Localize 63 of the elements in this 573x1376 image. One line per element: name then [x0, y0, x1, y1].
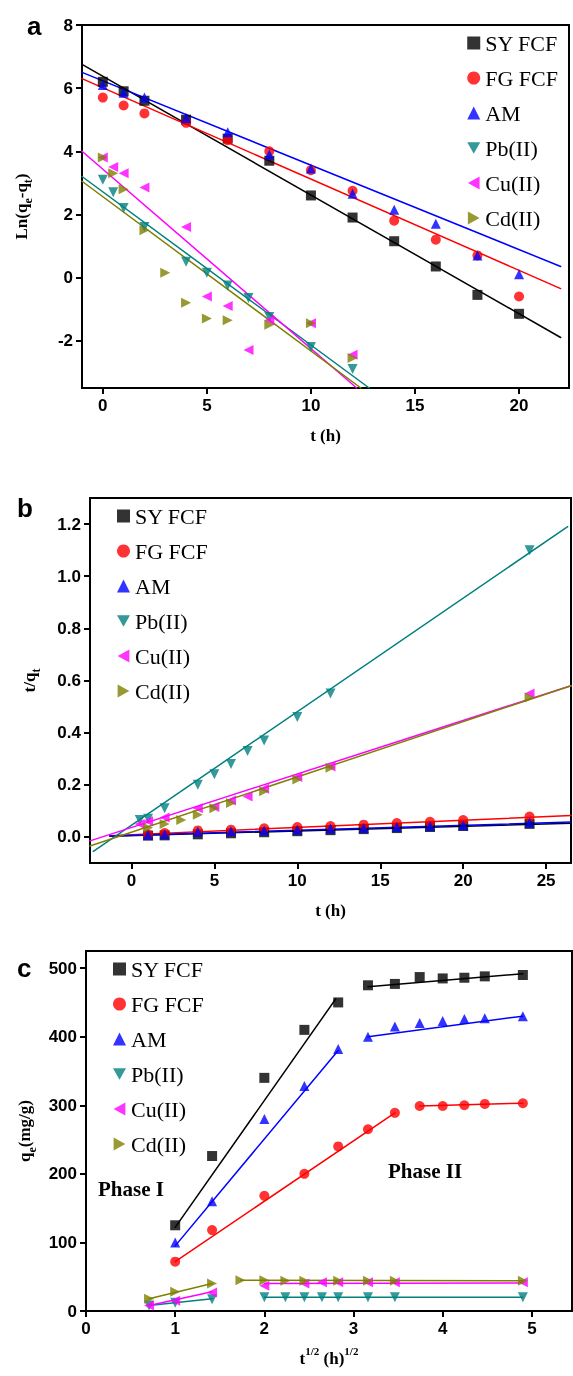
- y-tick-label: -2: [57, 331, 73, 351]
- y-tick-label: 0.8: [57, 618, 81, 638]
- y-tick-label: 100: [48, 1232, 77, 1252]
- legend-label: AM: [135, 573, 171, 599]
- x-tick-label: 5: [202, 396, 212, 415]
- y-tick-label: 0.0: [57, 827, 81, 847]
- y-tick-label: 200: [48, 1164, 77, 1184]
- x-tick-label: 15: [370, 871, 390, 890]
- chart-title: b: [17, 493, 33, 523]
- x-tick-label: 2: [259, 1319, 270, 1338]
- y-axis-title: t/qt: [19, 668, 43, 693]
- x-tick-label: 3: [348, 1319, 359, 1338]
- y-tick-label: 1.0: [57, 566, 81, 586]
- x-tick-label: 5: [209, 871, 220, 890]
- x-tick-label: 15: [405, 396, 425, 415]
- legend-label: AM: [131, 1026, 167, 1052]
- y-tick-label: 2: [63, 204, 73, 224]
- chart-title: c: [17, 953, 32, 983]
- x-tick-label: 0: [98, 396, 108, 415]
- x-tick-label: 20: [509, 396, 529, 415]
- y-axis-title: qe(mg/g): [15, 1100, 39, 1162]
- x-tick-label: 25: [536, 871, 556, 890]
- y-tick-label: 0: [63, 268, 73, 288]
- y-tick-label: 500: [48, 958, 77, 978]
- x-tick-label: 10: [287, 871, 307, 890]
- x-tick-label: 5: [527, 1319, 537, 1338]
- legend-label: Cd(II): [131, 1131, 186, 1157]
- x-axis-title: t (h): [315, 900, 346, 920]
- legend-label: FG FCF: [135, 538, 208, 564]
- y-tick-label: 0: [67, 1301, 77, 1321]
- x-tick-label: 1: [170, 1319, 180, 1338]
- legend-label: Pb(II): [485, 135, 538, 161]
- legend-label: Cd(II): [485, 205, 541, 231]
- annotation: Phase I: [98, 1176, 164, 1201]
- legend-label: Cd(II): [135, 678, 190, 704]
- legend-label: SY FCF: [485, 30, 558, 56]
- legend-label: Cu(II): [131, 1096, 186, 1122]
- y-tick-label: 300: [48, 1095, 77, 1115]
- x-tick-label: 10: [301, 396, 321, 415]
- y-tick-label: 400: [48, 1027, 77, 1047]
- y-tick-label: 4: [63, 141, 74, 161]
- legend-label: Pb(II): [131, 1061, 184, 1087]
- legend-label: Cu(II): [135, 643, 190, 669]
- chart-title: a: [27, 11, 42, 41]
- x-tick-label: 4: [437, 1319, 448, 1338]
- x-axis-title: t (h): [310, 425, 341, 445]
- legend-label: AM: [485, 100, 521, 126]
- legend-label: FG FCF: [485, 65, 559, 91]
- y-tick-label: 6: [63, 78, 73, 98]
- y-tick-label: 0.6: [57, 671, 81, 690]
- legend-label: Pb(II): [135, 608, 188, 634]
- legend-label: FG FCF: [131, 991, 204, 1017]
- x-tick-label: 0: [126, 871, 137, 890]
- y-axis-title: Ln(qe-qt): [11, 173, 35, 240]
- y-tick-label: 1.2: [57, 514, 81, 534]
- legend-label: Cu(II): [485, 170, 541, 196]
- annotation: Phase II: [388, 1158, 463, 1183]
- x-tick-label: 20: [453, 871, 473, 890]
- y-tick-label: 8: [63, 15, 73, 35]
- legend-label: SY FCF: [131, 956, 203, 982]
- y-tick-label: 0.2: [57, 775, 81, 795]
- legend-label: SY FCF: [135, 503, 207, 529]
- y-tick-label: 0.4: [57, 723, 82, 743]
